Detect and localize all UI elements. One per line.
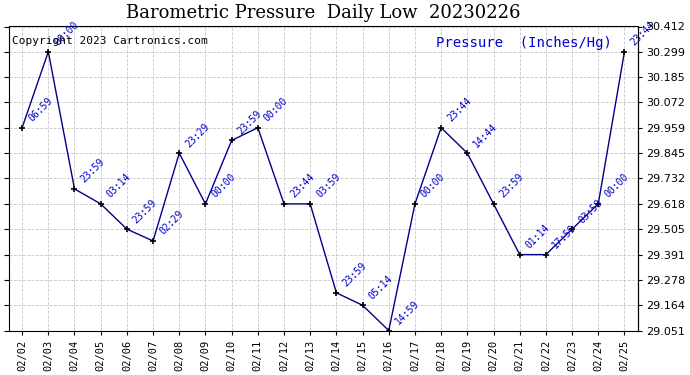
Text: 03:59: 03:59 — [576, 197, 604, 225]
Text: 23:59: 23:59 — [341, 261, 368, 289]
Text: 23:59: 23:59 — [497, 172, 526, 200]
Text: 01:14: 01:14 — [524, 223, 552, 251]
Text: 06:59: 06:59 — [26, 96, 54, 123]
Text: Pressure  (Inches/Hg): Pressure (Inches/Hg) — [437, 36, 612, 50]
Text: 03:59: 03:59 — [315, 172, 342, 200]
Text: 14:59: 14:59 — [393, 298, 421, 326]
Text: Copyright 2023 Cartronics.com: Copyright 2023 Cartronics.com — [12, 36, 208, 46]
Text: 00:00: 00:00 — [602, 172, 630, 200]
Text: 14:44: 14:44 — [471, 121, 500, 149]
Text: 00:00: 00:00 — [52, 20, 80, 48]
Text: 00:00: 00:00 — [419, 172, 447, 200]
Text: 00:00: 00:00 — [262, 96, 290, 123]
Text: 05:14: 05:14 — [367, 273, 395, 301]
Text: 23:59: 23:59 — [131, 197, 159, 225]
Text: 23:29: 23:29 — [184, 121, 211, 149]
Text: 17:59: 17:59 — [550, 223, 578, 251]
Text: 23:59: 23:59 — [79, 157, 106, 185]
Text: 23:44: 23:44 — [629, 20, 656, 48]
Text: 23:44: 23:44 — [445, 96, 473, 123]
Title: Barometric Pressure  Daily Low  20230226: Barometric Pressure Daily Low 20230226 — [126, 4, 520, 22]
Text: 23:59: 23:59 — [236, 108, 264, 136]
Text: 00:00: 00:00 — [210, 172, 237, 200]
Text: 23:44: 23:44 — [288, 172, 316, 200]
Text: 02:29: 02:29 — [157, 209, 185, 237]
Text: 03:14: 03:14 — [105, 172, 132, 200]
